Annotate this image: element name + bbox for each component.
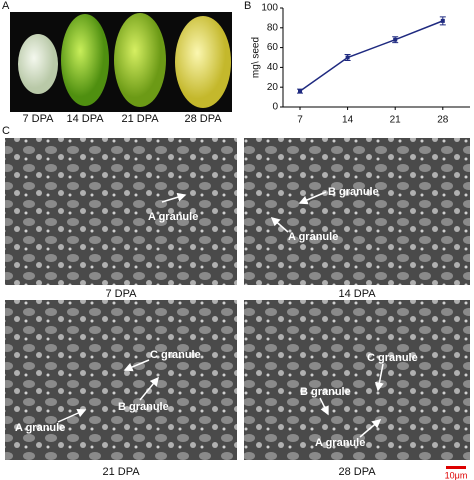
granule-label: A granule — [15, 422, 65, 434]
granule-label: B granule — [300, 386, 351, 398]
panel-letter: A — [2, 0, 10, 12]
y-axis-label: mg\ seed — [251, 37, 262, 78]
seed-caption: 7 DPA — [23, 113, 55, 125]
image-caption: 21 DPA — [102, 466, 140, 478]
panel-letter: B — [244, 0, 251, 12]
seed-caption: 14 DPA — [66, 113, 104, 125]
arrow — [123, 359, 150, 372]
seed — [114, 13, 166, 107]
arrow — [359, 419, 382, 438]
point — [298, 89, 302, 94]
granule-label: A granule — [288, 231, 338, 243]
granule-label: C granule — [150, 349, 201, 361]
image-caption: 28 DPA — [338, 466, 376, 478]
sem-image — [244, 300, 470, 460]
granule-label: A granule — [315, 437, 365, 449]
granule-label: C granule — [367, 352, 418, 364]
granule-label: B granule — [118, 401, 169, 413]
x-tick-label: 7 — [297, 115, 303, 126]
scale-label: 10μm — [445, 470, 468, 480]
x-tick-label: 21 — [390, 115, 402, 126]
point — [393, 37, 398, 42]
x-tick-label: 14 — [342, 115, 354, 126]
granule-label: A granule — [148, 211, 198, 223]
y-tick-label: 20 — [267, 82, 279, 93]
arrow — [374, 363, 384, 392]
seed — [175, 16, 231, 108]
sem-image — [5, 300, 237, 460]
x-tick-label: 28 — [437, 115, 449, 126]
arrow — [270, 217, 289, 233]
y-tick-label: 60 — [267, 42, 279, 53]
arrow — [319, 397, 329, 416]
data-line — [299, 20, 444, 92]
seed-caption: 28 DPA — [184, 113, 222, 125]
image-caption: 14 DPA — [338, 288, 376, 300]
seed — [18, 34, 58, 94]
image-caption: 7 DPA — [106, 288, 138, 300]
y-tick-label: 80 — [267, 22, 279, 33]
panel-letter: C — [2, 125, 10, 137]
sem-image — [244, 138, 470, 285]
y-tick-label: 0 — [272, 102, 278, 113]
arrow — [161, 192, 187, 203]
seed-caption: 21 DPA — [121, 113, 159, 125]
arrow — [139, 376, 159, 401]
point — [345, 55, 350, 60]
y-tick-label: 100 — [261, 3, 278, 14]
y-tick-label: 40 — [267, 62, 279, 73]
point — [440, 18, 445, 23]
arrow — [298, 191, 327, 205]
granule-label: B granule — [328, 186, 379, 198]
arrow — [57, 408, 87, 423]
scale-bar — [446, 466, 466, 469]
seed — [61, 14, 109, 106]
sem-image — [5, 138, 237, 285]
